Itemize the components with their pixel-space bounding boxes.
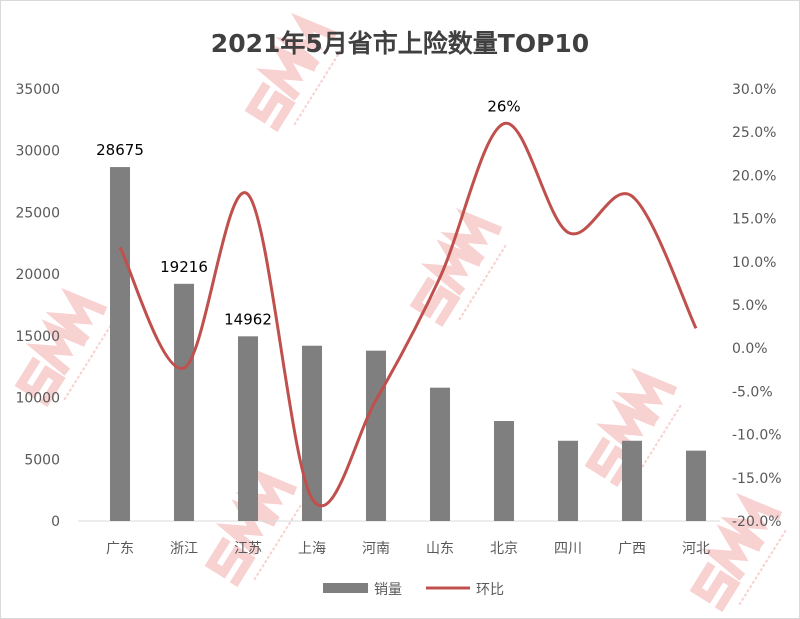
y-left-tick: 10000 xyxy=(15,391,60,407)
bar-河南 xyxy=(366,350,386,521)
smm-logo-icon xyxy=(244,12,338,132)
smm-logo-icon xyxy=(689,492,783,612)
smm-logo-icon xyxy=(409,207,503,327)
smm-logo-icon xyxy=(14,287,108,407)
bar-浙江 xyxy=(174,283,194,521)
y-right-tick: 20.0% xyxy=(732,168,776,184)
x-tick: 山东 xyxy=(426,541,454,557)
bar-江苏 xyxy=(238,336,258,521)
y-left-tick: 30000 xyxy=(15,144,60,160)
y-right-tick: 5.0% xyxy=(732,298,768,314)
legend-line-label: 环比 xyxy=(476,582,504,598)
y-right-tick: -15.0% xyxy=(732,471,782,487)
bar-广东 xyxy=(110,167,130,521)
x-tick: 上海 xyxy=(298,541,326,557)
y-left-tick: 25000 xyxy=(15,205,60,221)
legend: 销量 环比 xyxy=(323,582,504,598)
data-label: 28675 xyxy=(96,141,144,159)
x-tick: 广西 xyxy=(618,541,646,557)
bar-山东 xyxy=(430,387,450,521)
y-left-tick: 35000 xyxy=(15,82,60,98)
watermarks xyxy=(14,12,788,612)
x-tick: 北京 xyxy=(490,541,518,557)
line-环比 xyxy=(118,122,698,508)
y-left-tick: 15000 xyxy=(15,329,60,345)
y-left-tick: 20000 xyxy=(15,267,60,283)
y-right-tick: -20.0% xyxy=(732,514,782,530)
y-left-tick: 5000 xyxy=(24,452,60,468)
x-tick: 四川 xyxy=(554,541,582,557)
data-label: 26% xyxy=(487,98,520,116)
watermark-tagline-mark xyxy=(633,402,683,481)
bar-河北 xyxy=(686,450,706,521)
bar-广西 xyxy=(622,440,642,521)
bar-上海 xyxy=(302,345,322,521)
y-right-tick: 25.0% xyxy=(732,125,776,141)
bar-四川 xyxy=(558,440,578,521)
data-label: 14962 xyxy=(224,310,272,328)
y-right-tick: 30.0% xyxy=(732,82,776,98)
y-right-tick: -5.0% xyxy=(732,384,773,400)
watermark-logo xyxy=(409,207,508,327)
legend-bar-swatch xyxy=(323,583,368,593)
y-right-tick: 10.0% xyxy=(732,255,776,271)
bar-北京 xyxy=(494,421,514,521)
y-right-tick: -10.0% xyxy=(732,428,782,444)
data-label: 19216 xyxy=(160,258,208,276)
y-right-tick: 0.0% xyxy=(732,341,768,357)
chart-title: 2021年5月省市上险数量TOP10 xyxy=(211,29,589,58)
x-tick: 广东 xyxy=(106,541,134,557)
watermark-tagline-mark xyxy=(738,527,788,606)
x-tick: 河北 xyxy=(682,541,710,557)
x-tick: 河南 xyxy=(362,541,390,557)
y-left-tick: 0 xyxy=(51,514,60,530)
watermark-logo xyxy=(689,492,788,612)
x-tick: 江苏 xyxy=(234,541,262,557)
legend-bar-label: 销量 xyxy=(374,582,402,598)
y-right-tick: 15.0% xyxy=(732,212,776,228)
x-tick: 浙江 xyxy=(170,541,198,557)
